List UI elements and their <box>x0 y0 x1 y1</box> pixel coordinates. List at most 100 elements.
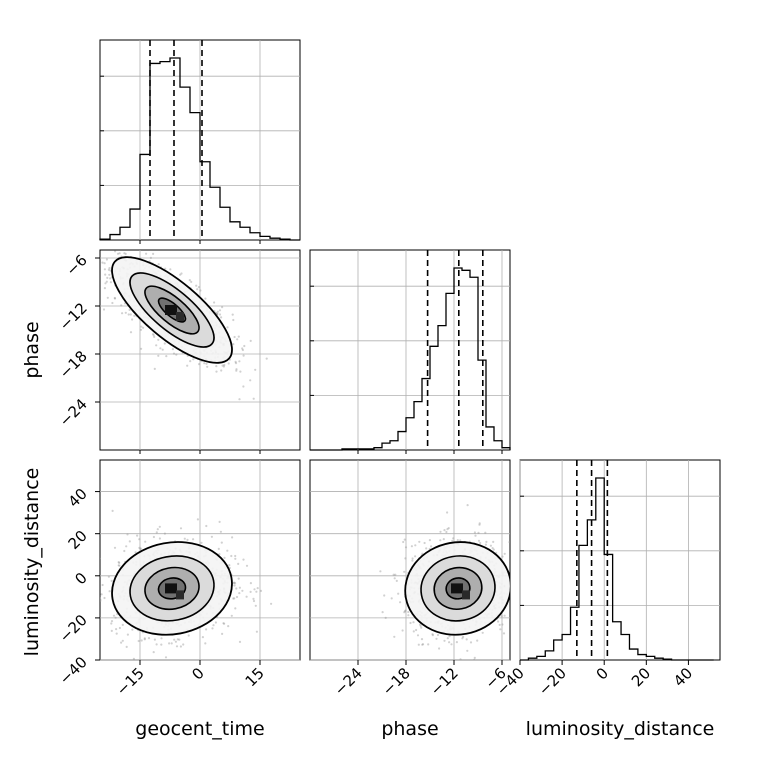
scatter-point <box>237 562 240 566</box>
scatter-point <box>484 531 487 534</box>
scatter-point <box>236 338 239 341</box>
scatter-point <box>110 622 113 625</box>
scatter-point <box>92 607 94 609</box>
scatter-point <box>105 258 108 261</box>
scatter-point <box>525 590 527 592</box>
scatter-point <box>242 354 245 357</box>
contour-lines <box>111 256 510 636</box>
scatter-point <box>431 634 434 637</box>
scatter-point <box>412 630 415 633</box>
ytick-label-phase: −18 <box>56 347 91 382</box>
ytick-label-luminosity_distance: 20 <box>65 527 91 553</box>
xlabel-phase: phase <box>381 718 438 740</box>
xtick-label-phase: −24 <box>331 664 366 699</box>
scatter-point <box>216 310 219 313</box>
scatter-point <box>100 598 102 601</box>
scatter-point <box>97 281 99 283</box>
density-peak <box>165 583 177 594</box>
scatter-point <box>195 284 198 287</box>
scatter-point <box>492 540 495 544</box>
scatter-point <box>125 545 128 548</box>
scatter-point <box>416 634 420 637</box>
scatter-point <box>404 546 408 549</box>
scatter-point <box>163 532 166 535</box>
scatter-point <box>153 367 156 370</box>
scatter-point <box>111 247 113 249</box>
scatter-point <box>407 614 410 617</box>
scatter-point <box>86 283 88 285</box>
scatter-point <box>133 314 136 317</box>
scatter-point <box>218 313 222 316</box>
scatter-point <box>525 598 527 600</box>
scatter-point <box>222 622 225 625</box>
scatter-point <box>127 313 130 316</box>
scatter-point <box>204 297 207 300</box>
scatter-point <box>164 656 168 659</box>
scatter-point <box>448 641 451 644</box>
scatter-point <box>164 267 167 270</box>
scatter-point <box>220 316 223 319</box>
scatter-point <box>414 555 417 558</box>
scatter-point <box>255 630 258 633</box>
scatter-point <box>522 564 524 566</box>
xtick-label-geocent_time: −15 <box>113 664 148 699</box>
scatter-point <box>138 538 141 541</box>
ytick-label-phase: −12 <box>56 299 91 334</box>
scatter-point <box>446 528 449 531</box>
scatter-point <box>529 602 531 604</box>
scatter-point <box>446 637 449 640</box>
scatter-point <box>446 511 449 514</box>
scatter-point <box>129 313 132 316</box>
xtick-label-geocent_time: 15 <box>242 664 268 690</box>
scatter-point <box>103 596 106 600</box>
scatter-point <box>485 540 488 544</box>
scatter-point <box>203 362 206 365</box>
scatter-point <box>265 357 268 360</box>
scatter-point <box>192 538 195 541</box>
scatter-point <box>498 623 501 627</box>
scatter-point <box>173 638 176 641</box>
scatter-point <box>469 641 473 644</box>
scatter-point <box>411 557 414 560</box>
scatter-point <box>190 280 193 283</box>
scatter-point <box>502 632 506 635</box>
scatter-point <box>420 638 424 641</box>
scatter-point <box>536 570 538 572</box>
xtick-label-luminosity_distance: −20 <box>535 664 570 699</box>
scatter-point <box>234 582 237 585</box>
scatter-point <box>113 297 117 300</box>
scatter-point <box>136 534 139 537</box>
scatter-point <box>481 631 484 634</box>
scatter-point <box>447 527 450 530</box>
scatter-point <box>205 362 208 365</box>
scatter-point <box>513 586 515 588</box>
scatter-point <box>245 564 249 567</box>
scatter-point <box>415 628 418 632</box>
scatter-point <box>160 643 163 646</box>
scatter-point <box>455 641 458 644</box>
scatter-point <box>93 557 95 559</box>
scatter-point <box>128 540 131 543</box>
scatter-point <box>110 245 112 247</box>
scatter-point <box>114 250 117 253</box>
scatter-point <box>175 645 179 648</box>
scatter-point <box>393 577 396 580</box>
scatter-point <box>143 638 146 641</box>
scatter-point <box>153 335 156 338</box>
scatter-point <box>252 597 255 601</box>
scatter-point <box>443 639 446 642</box>
scatter-point <box>477 539 481 542</box>
scatter-point <box>106 296 109 299</box>
scatter-point <box>169 268 172 271</box>
scatter-point <box>222 365 225 368</box>
scatter-point <box>234 557 237 560</box>
scatter-point <box>144 540 147 543</box>
scatter-point <box>139 328 143 331</box>
scatter-point <box>121 623 124 627</box>
scatter-point <box>420 626 423 629</box>
hist-step-geocent_time <box>99 57 300 241</box>
scatter-point <box>473 531 476 534</box>
scatter-point <box>100 557 101 560</box>
scatter-point <box>119 247 121 249</box>
scatter-point <box>84 247 86 249</box>
